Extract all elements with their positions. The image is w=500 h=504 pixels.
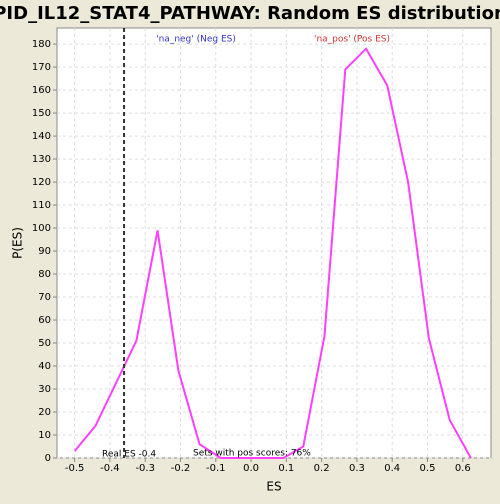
- x-tick-label: 0.3: [349, 463, 365, 474]
- x-tick-label: -0.5: [65, 463, 85, 474]
- y-tick-label: 180: [32, 39, 51, 50]
- y-tick-label: 160: [32, 85, 51, 96]
- y-tick-label: 0: [45, 453, 51, 464]
- x-tick-label: -0.1: [206, 463, 226, 474]
- x-tick-label: 0.4: [384, 463, 400, 474]
- x-tick-label: 0.5: [420, 463, 436, 474]
- y-tick-label: 170: [32, 62, 51, 73]
- real-es-label: Real ES -0.4: [102, 450, 156, 460]
- plot-area: [56, 27, 492, 459]
- y-tick-label: 20: [38, 407, 51, 418]
- x-tick-label: 0.1: [278, 463, 294, 474]
- x-tick-label: -0.4: [100, 463, 120, 474]
- y-tick-label: 50: [38, 338, 51, 349]
- y-tick-label: 80: [38, 269, 51, 280]
- y-tick-label: 130: [32, 154, 51, 165]
- y-tick-label: 10: [38, 430, 51, 441]
- y-tick-label: 110: [32, 200, 51, 211]
- chart-title: PID_IL12_STAT4_PATHWAY: Random ES distri…: [0, 3, 500, 24]
- x-axis-label: ES: [266, 480, 281, 494]
- x-tick-label: 0.2: [314, 463, 330, 474]
- y-tick-label: 120: [32, 177, 51, 188]
- x-tick-label: 0.6: [455, 463, 471, 474]
- y-tick-label: 60: [38, 315, 51, 326]
- y-axis-label: P(ES): [11, 227, 25, 259]
- y-tick-label: 100: [32, 223, 51, 234]
- line-series: [73, 47, 472, 459]
- y-tick-label: 30: [38, 384, 51, 395]
- legend-pos: 'na_pos' (Pos ES): [314, 35, 390, 45]
- y-tick-label: 40: [38, 361, 51, 372]
- legend-neg: 'na_neg' (Neg ES): [156, 35, 236, 45]
- y-tick-label: 70: [38, 292, 51, 303]
- x-tick-label: 0.0: [243, 463, 259, 474]
- y-tick-label: 150: [32, 108, 51, 119]
- pos-note: Sets with pos scores: 76%: [193, 449, 311, 459]
- y-tick-label: 140: [32, 131, 51, 142]
- x-tick-label: -0.3: [135, 463, 155, 474]
- y-tick-label: 90: [38, 246, 51, 257]
- x-tick-label: -0.2: [171, 463, 191, 474]
